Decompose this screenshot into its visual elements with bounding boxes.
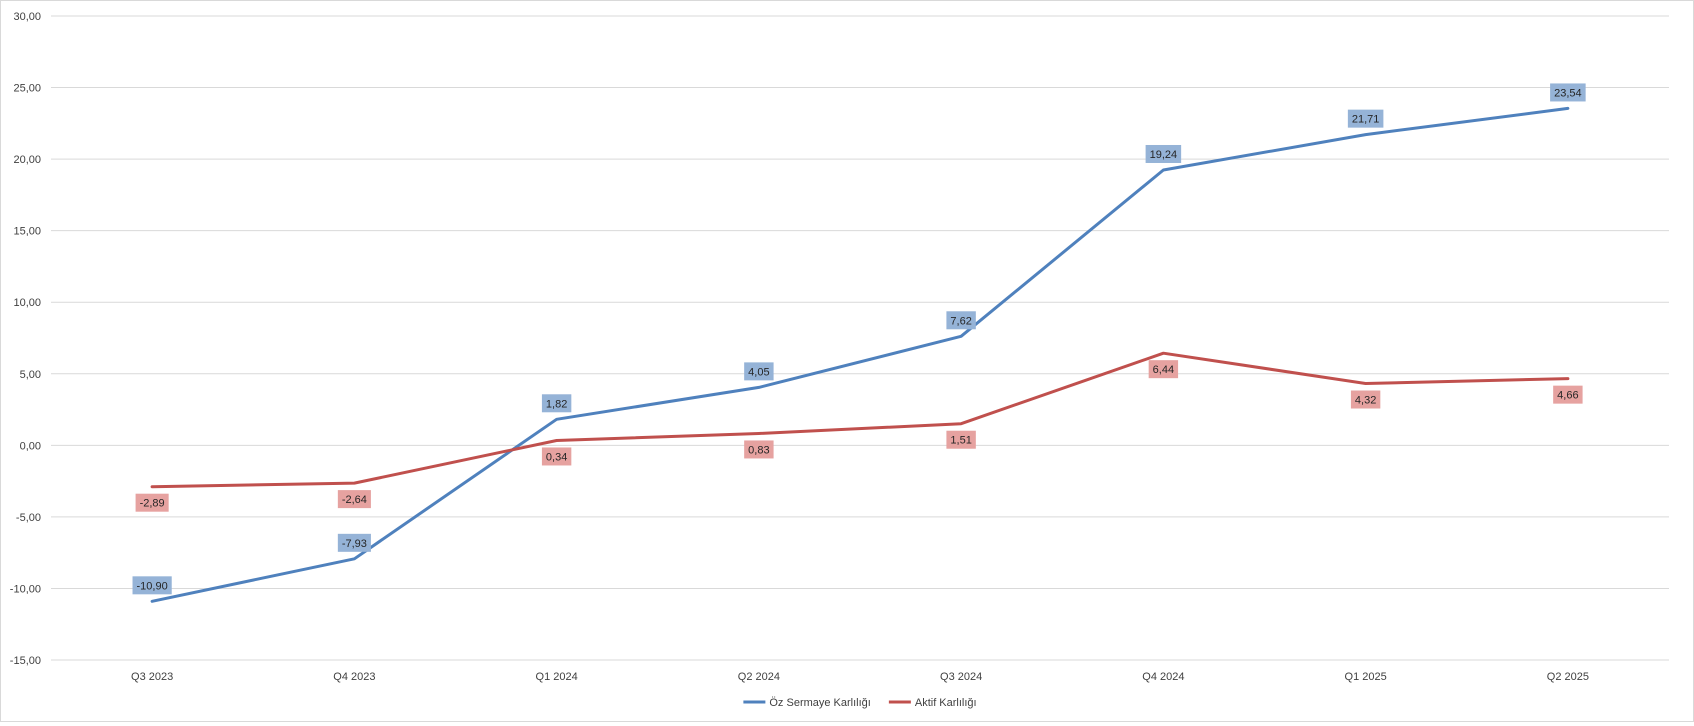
y-tick-label: 30,00 (13, 11, 41, 23)
svg-text:6,44: 6,44 (1153, 364, 1174, 376)
svg-text:0,83: 0,83 (748, 444, 769, 456)
svg-text:0,34: 0,34 (546, 451, 567, 463)
y-tick-label: -5,00 (16, 512, 41, 524)
series-lines (150, 106, 1570, 603)
y-tick-label: 25,00 (13, 83, 41, 95)
svg-text:19,24: 19,24 (1150, 149, 1178, 161)
data-label: -7,93 (337, 533, 371, 552)
series-line-2 (150, 351, 1570, 489)
series-line-1 (150, 106, 1570, 603)
y-tick-label: 0,00 (20, 440, 41, 452)
svg-text:4,32: 4,32 (1355, 395, 1376, 407)
y-tick-label: 10,00 (13, 297, 41, 309)
y-tick-label: 15,00 (13, 226, 41, 238)
data-label: 6,44 (1148, 360, 1179, 379)
x-tick-label: Q2 2024 (738, 671, 780, 683)
data-label: 7,62 (946, 311, 976, 330)
data-label: -10,90 (132, 576, 172, 595)
x-tick-label: Q2 2025 (1547, 671, 1589, 683)
data-label: -2,89 (135, 493, 169, 512)
data-label: 1,82 (541, 394, 572, 413)
data-label: 23,54 (1550, 83, 1586, 102)
svg-text:23,54: 23,54 (1554, 87, 1582, 99)
x-tick-label: Q3 2024 (940, 671, 982, 683)
svg-text:-2,64: -2,64 (342, 494, 367, 506)
legend-item-1: Öz Sermaye Karlılığı (743, 697, 871, 709)
data-label: 4,66 (1553, 385, 1583, 404)
data-label: 4,05 (744, 362, 774, 381)
x-tick-label: Q1 2025 (1345, 671, 1387, 683)
svg-text:-7,93: -7,93 (342, 538, 367, 550)
legend-label: Aktif Karlılığı (915, 697, 977, 709)
y-axis: -15,00 -10,00 -5,00 0,00 5,00 10,00 15,00 20,00… (10, 11, 41, 667)
legend-label: Öz Sermaye Karlılığı (769, 697, 870, 709)
y-tick-label: 20,00 (13, 154, 41, 166)
svg-text:4,66: 4,66 (1557, 390, 1578, 402)
x-tick-label: Q3 2023 (131, 671, 173, 683)
svg-text:-10,90: -10,90 (137, 580, 168, 592)
data-label: 4,32 (1350, 390, 1381, 409)
y-tick-label: -15,00 (10, 655, 41, 667)
svg-text:1,51: 1,51 (950, 435, 971, 447)
gridlines (51, 15, 1669, 661)
y-tick-label: -10,00 (10, 583, 41, 595)
x-tick-label: Q4 2023 (333, 671, 375, 683)
x-axis: Q3 2023 Q4 2023 Q1 2024 Q2 2024 Q3 2024 Q4 20… (131, 671, 1589, 683)
x-tick-label: Q4 2024 (1142, 671, 1184, 683)
svg-text:4,05: 4,05 (748, 366, 769, 378)
data-label: 1,51 (946, 430, 976, 449)
legend-item-2: Aktif Karlılığı (888, 697, 977, 709)
data-labels: -10,90 -7,93 1,82 4,05 7,62 19,24 21,71 23,54 -2… (132, 83, 1586, 595)
legend: Öz Sermaye Karlılığı Aktif Karlılığı (743, 697, 977, 709)
data-label: -2,64 (337, 490, 371, 509)
svg-text:21,71: 21,71 (1352, 114, 1380, 126)
data-label: 19,24 (1145, 144, 1182, 163)
svg-text:1,82: 1,82 (546, 398, 567, 410)
x-tick-label: Q1 2024 (536, 671, 578, 683)
y-tick-label: 5,00 (20, 369, 41, 381)
svg-text:7,62: 7,62 (950, 315, 971, 327)
data-label: 0,83 (744, 440, 774, 459)
svg-text:-2,89: -2,89 (140, 498, 165, 510)
data-label: 0,34 (541, 447, 572, 466)
data-label: 21,71 (1347, 109, 1384, 128)
